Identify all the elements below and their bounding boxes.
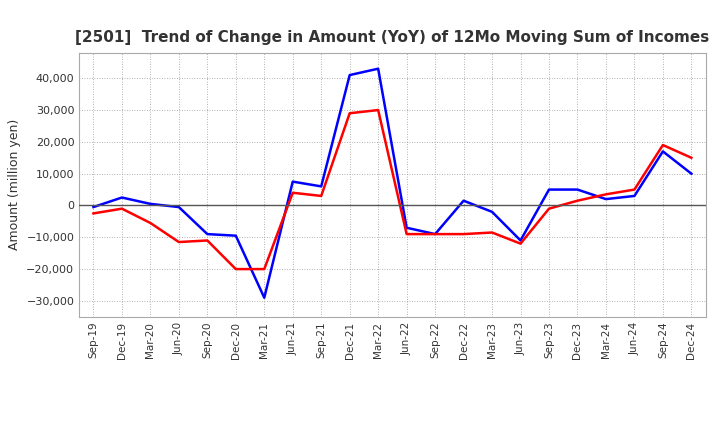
Y-axis label: Amount (million yen): Amount (million yen): [8, 119, 21, 250]
Ordinary Income: [459, 198, 468, 203]
Ordinary Income: [232, 233, 240, 238]
Title: [2501]  Trend of Change in Amount (YoY) of 12Mo Moving Sum of Incomes: [2501] Trend of Change in Amount (YoY) o…: [76, 29, 709, 45]
Ordinary Income: [602, 197, 611, 202]
Net Income: [402, 231, 411, 237]
Ordinary Income: [317, 184, 325, 189]
Net Income: [89, 211, 98, 216]
Net Income: [289, 190, 297, 195]
Line: Ordinary Income: Ordinary Income: [94, 69, 691, 298]
Net Income: [346, 110, 354, 116]
Line: Net Income: Net Income: [94, 110, 691, 269]
Net Income: [146, 220, 155, 226]
Net Income: [117, 206, 126, 211]
Ordinary Income: [289, 179, 297, 184]
Ordinary Income: [573, 187, 582, 192]
Net Income: [431, 231, 439, 237]
Net Income: [687, 155, 696, 161]
Net Income: [630, 187, 639, 192]
Net Income: [516, 241, 525, 246]
Ordinary Income: [687, 171, 696, 176]
Net Income: [232, 267, 240, 272]
Ordinary Income: [146, 201, 155, 206]
Ordinary Income: [630, 193, 639, 198]
Ordinary Income: [402, 225, 411, 231]
Net Income: [602, 192, 611, 197]
Ordinary Income: [174, 205, 183, 210]
Ordinary Income: [89, 205, 98, 210]
Net Income: [174, 239, 183, 245]
Net Income: [573, 198, 582, 203]
Ordinary Income: [203, 231, 212, 237]
Net Income: [203, 238, 212, 243]
Ordinary Income: [346, 73, 354, 78]
Ordinary Income: [545, 187, 554, 192]
Net Income: [659, 143, 667, 148]
Ordinary Income: [117, 195, 126, 200]
Net Income: [487, 230, 496, 235]
Ordinary Income: [487, 209, 496, 214]
Ordinary Income: [374, 66, 382, 71]
Ordinary Income: [659, 149, 667, 154]
Net Income: [374, 107, 382, 113]
Ordinary Income: [516, 238, 525, 243]
Net Income: [260, 267, 269, 272]
Net Income: [317, 193, 325, 198]
Net Income: [459, 231, 468, 237]
Ordinary Income: [431, 231, 439, 237]
Ordinary Income: [260, 295, 269, 301]
Net Income: [545, 206, 554, 211]
